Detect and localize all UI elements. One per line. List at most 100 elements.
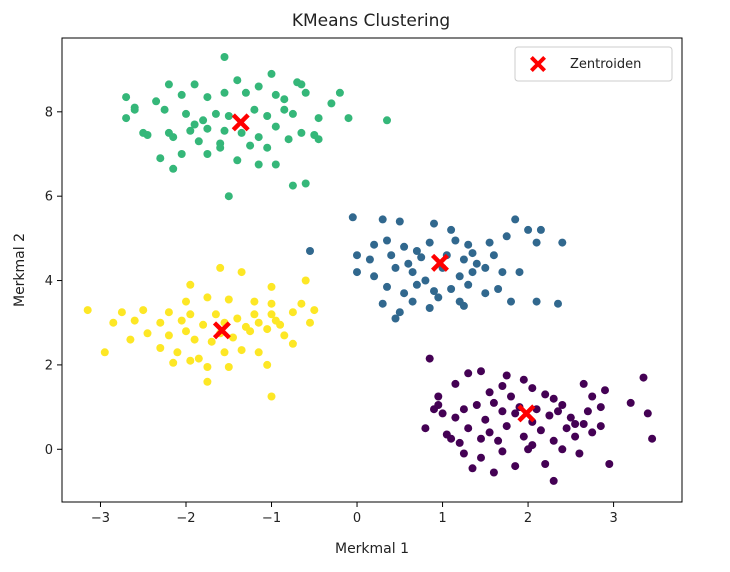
data-point-cluster-0 <box>528 384 537 393</box>
y-tick-label: 8 <box>45 105 53 120</box>
data-point-cluster-3 <box>220 348 229 357</box>
data-point-cluster-2 <box>224 192 233 201</box>
data-point-cluster-1 <box>387 251 396 260</box>
x-tick-label: −2 <box>176 511 195 526</box>
data-point-cluster-3 <box>203 363 212 371</box>
data-point-cluster-1 <box>425 238 434 247</box>
data-point-cluster-0 <box>498 382 507 390</box>
data-point-cluster-0 <box>464 369 473 378</box>
data-point-cluster-2 <box>233 76 242 85</box>
data-point-cluster-3 <box>233 314 242 323</box>
x-tick-label: 3 <box>609 511 617 526</box>
data-point-cluster-3 <box>263 360 272 369</box>
data-point-cluster-2 <box>288 109 297 118</box>
y-tick-label: 4 <box>45 274 53 289</box>
data-point-cluster-3 <box>182 327 190 336</box>
data-point-cluster-3 <box>186 310 195 319</box>
data-point-cluster-1 <box>494 285 503 293</box>
y-tick-label: 0 <box>45 443 53 458</box>
data-point-cluster-0 <box>583 407 592 416</box>
data-point-cluster-2 <box>194 137 203 146</box>
data-point-cluster-0 <box>502 422 511 431</box>
data-point-cluster-3 <box>288 339 297 348</box>
data-point-cluster-1 <box>447 225 456 234</box>
data-point-cluster-0 <box>626 398 635 407</box>
data-point-cluster-3 <box>224 295 233 304</box>
data-point-cluster-0 <box>524 445 533 454</box>
data-point-cluster-0 <box>511 409 520 418</box>
data-point-cluster-2 <box>271 160 280 169</box>
data-point-cluster-3 <box>130 316 139 325</box>
data-point-cluster-1 <box>391 314 400 323</box>
data-point-cluster-2 <box>203 150 212 158</box>
data-point-cluster-0 <box>485 428 494 437</box>
x-tick-label: −1 <box>262 511 281 526</box>
data-point-cluster-0 <box>481 415 490 424</box>
data-point-cluster-1 <box>404 259 413 268</box>
legend-box <box>514 46 673 82</box>
data-point-cluster-0 <box>588 428 597 437</box>
data-point-cluster-0 <box>464 424 473 433</box>
data-point-cluster-0 <box>477 434 485 443</box>
data-point-cluster-1 <box>306 247 314 255</box>
data-point-cluster-1 <box>378 215 387 224</box>
data-point-cluster-3 <box>194 354 203 363</box>
data-point-cluster-0 <box>472 401 481 409</box>
data-point-cluster-0 <box>588 392 597 401</box>
centroids-layer <box>212 113 536 423</box>
data-point-cluster-0 <box>648 434 657 443</box>
x-tick-label: 0 <box>353 511 361 526</box>
data-point-cluster-1 <box>485 238 494 247</box>
data-point-cluster-2 <box>190 80 199 89</box>
data-point-cluster-2 <box>220 126 229 135</box>
data-point-cluster-3 <box>306 318 314 327</box>
data-point-cluster-3 <box>267 282 276 291</box>
data-point-cluster-2 <box>267 69 276 78</box>
data-point-cluster-3 <box>254 318 263 327</box>
centroid-marker <box>231 113 250 132</box>
data-point-cluster-0 <box>571 432 580 441</box>
data-point-cluster-0 <box>447 434 456 443</box>
data-point-cluster-0 <box>421 424 430 433</box>
data-point-cluster-1 <box>395 308 404 317</box>
data-point-cluster-2 <box>190 120 199 129</box>
data-point-cluster-0 <box>459 449 468 458</box>
data-point-cluster-1 <box>532 238 541 247</box>
data-point-cluster-1 <box>558 238 567 247</box>
data-point-cluster-2 <box>297 80 306 89</box>
data-point-cluster-2 <box>143 131 152 139</box>
data-point-cluster-3 <box>267 299 276 308</box>
data-point-cluster-2 <box>246 141 255 150</box>
data-point-cluster-3 <box>237 268 246 277</box>
data-point-cluster-1 <box>370 240 379 249</box>
data-point-cluster-2 <box>254 133 263 142</box>
data-point-cluster-1 <box>554 299 562 308</box>
data-point-cluster-0 <box>455 438 464 447</box>
data-point-cluster-1 <box>447 285 456 293</box>
data-point-cluster-0 <box>596 422 605 431</box>
data-point-cluster-2 <box>169 133 178 142</box>
data-point-cluster-2 <box>344 114 353 123</box>
data-point-cluster-0 <box>554 407 562 416</box>
legend: Zentroiden <box>514 46 673 82</box>
data-point-cluster-3 <box>190 335 199 344</box>
data-point-cluster-2 <box>224 112 233 120</box>
data-point-cluster-1 <box>353 251 361 260</box>
data-point-cluster-2 <box>220 53 229 61</box>
data-point-cluster-3 <box>229 333 237 342</box>
data-point-cluster-1 <box>451 236 460 245</box>
data-point-cluster-2 <box>241 88 250 97</box>
x-tick-label: 1 <box>438 511 446 526</box>
data-point-cluster-0 <box>425 354 434 363</box>
data-point-cluster-2 <box>288 181 297 190</box>
data-point-cluster-3 <box>169 358 178 367</box>
data-point-cluster-0 <box>643 409 652 418</box>
data-point-cluster-0 <box>485 388 494 397</box>
data-point-cluster-2 <box>335 88 344 97</box>
data-point-cluster-3 <box>224 363 233 371</box>
data-point-cluster-3 <box>288 308 297 317</box>
data-point-cluster-2 <box>271 90 280 99</box>
data-point-cluster-3 <box>280 331 289 340</box>
data-point-cluster-0 <box>558 401 567 409</box>
